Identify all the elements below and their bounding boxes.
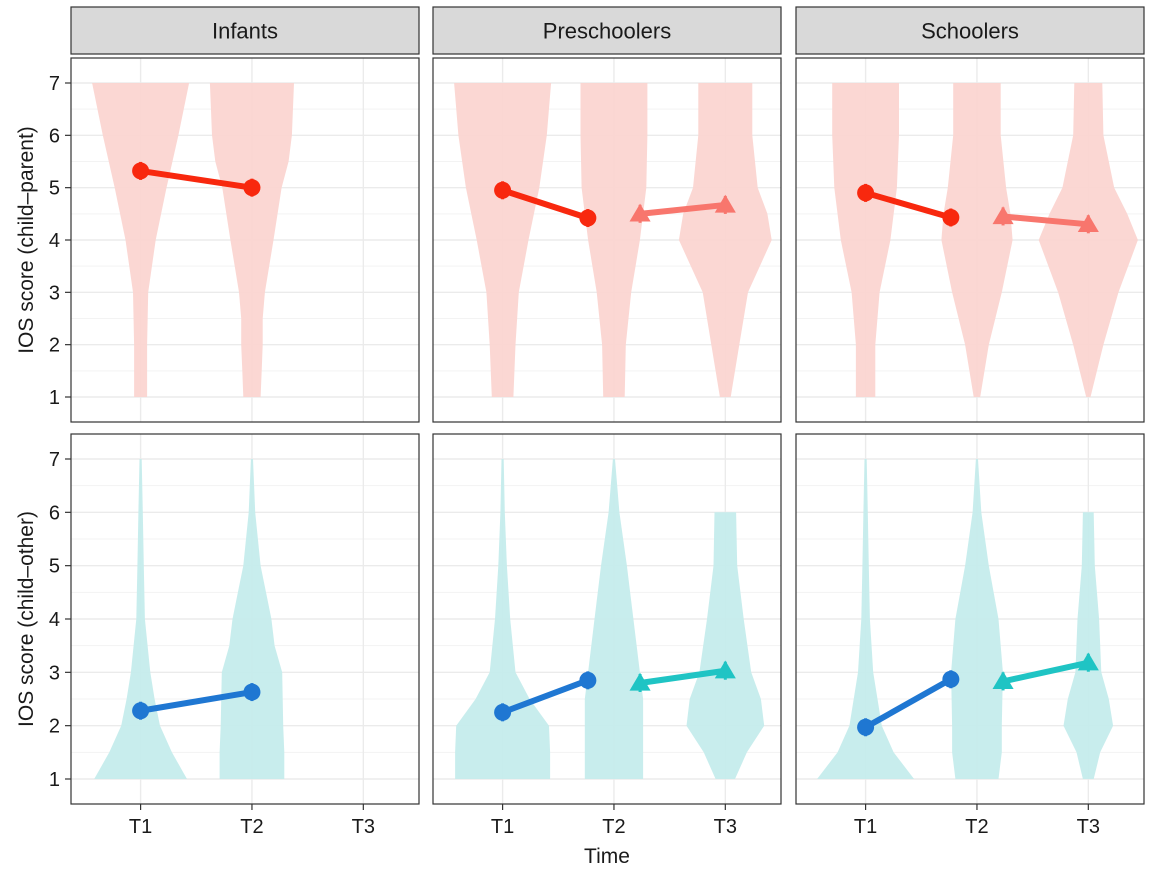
x-axis-title: Time xyxy=(584,845,630,868)
violin-parent-t2 xyxy=(941,83,1013,397)
y-tick-label: 2 xyxy=(49,335,60,357)
facet-strip xyxy=(432,6,782,55)
series-line xyxy=(1000,659,1092,685)
data-point-triangle xyxy=(1077,214,1099,232)
violins-layer xyxy=(92,83,1138,779)
series-line xyxy=(137,167,255,191)
series-line xyxy=(862,189,954,221)
data-point-circle xyxy=(494,181,512,199)
data-point-triangle xyxy=(714,660,736,679)
panel-frames: Infants Preschoolers Schoolers xyxy=(70,6,1145,805)
x-tick-label: T2 xyxy=(602,816,625,838)
data-point-triangle xyxy=(992,671,1014,690)
violin-other-t2 xyxy=(219,459,285,779)
series-line xyxy=(862,676,954,731)
series-line xyxy=(637,667,729,686)
y-tick-label: 5 xyxy=(49,556,60,578)
series-line xyxy=(499,187,591,222)
y-tick-label: 4 xyxy=(49,609,60,631)
y-tick-label: 6 xyxy=(49,125,60,147)
y-tick-label: 7 xyxy=(49,449,60,471)
panel-frame xyxy=(432,433,782,805)
data-point-circle xyxy=(132,702,150,720)
panel-frame xyxy=(795,57,1145,423)
facet-strip-label: Preschoolers xyxy=(543,19,671,44)
axes-layer: 1 2 3 4 5 6 7 IOS score (child–parent) 1 2 3 4 5 6 7 IO… xyxy=(15,73,1100,838)
x-tick-label: T1 xyxy=(854,816,877,838)
facet-strip-label: Schoolers xyxy=(921,19,1019,44)
x-tick-label: T3 xyxy=(714,816,737,838)
violin-other-t3 xyxy=(686,512,765,779)
data-point-triangle xyxy=(1077,652,1099,671)
violin-other-t1 xyxy=(455,459,551,779)
x-tick-label: T3 xyxy=(352,816,375,838)
data-point-circle xyxy=(942,670,960,688)
series-line xyxy=(499,677,591,716)
panel-frame xyxy=(432,57,782,423)
data-point-triangle xyxy=(629,203,651,222)
violin-other-t1 xyxy=(94,459,187,779)
series-line xyxy=(1000,213,1092,228)
data-point-circle xyxy=(579,671,597,689)
series-line xyxy=(137,689,255,714)
data-point-circle xyxy=(243,179,261,197)
y-tick-label: 7 xyxy=(49,73,60,95)
data-point-circle xyxy=(579,209,597,227)
x-tick-label: T3 xyxy=(1077,816,1100,838)
data-point-circle xyxy=(243,683,261,701)
y-tick-label: 5 xyxy=(49,178,60,200)
data-point-circle xyxy=(494,703,512,721)
facet-strip-label: Infants xyxy=(212,19,278,44)
data-point-circle xyxy=(942,208,960,226)
violin-parent-t2 xyxy=(580,83,648,397)
facet-strip xyxy=(70,6,420,55)
series-layer xyxy=(132,161,1099,737)
y-tick-label: 2 xyxy=(49,716,60,738)
series-line xyxy=(637,201,729,217)
data-point-circle xyxy=(857,718,875,736)
violin-parent-t2 xyxy=(209,83,294,397)
x-tick-label: T1 xyxy=(129,816,152,838)
violin-parent-t1 xyxy=(454,83,552,397)
violin-other-t3 xyxy=(1063,512,1114,779)
data-point-triangle xyxy=(992,206,1014,225)
y-tick-label: 3 xyxy=(49,282,60,304)
violin-parent-t3 xyxy=(678,83,772,397)
y-tick-label: 1 xyxy=(49,769,60,791)
violin-other-t2 xyxy=(584,459,644,779)
y-axis-title: IOS score (child–parent) xyxy=(15,126,38,354)
y-tick-label: 1 xyxy=(49,387,60,409)
y-tick-label: 3 xyxy=(49,662,60,684)
facet-strip xyxy=(795,6,1145,55)
data-point-triangle xyxy=(714,194,736,213)
data-point-triangle xyxy=(629,672,651,691)
y-tick-label: 6 xyxy=(49,502,60,524)
violin-parent-t1 xyxy=(832,83,899,397)
violin-parent-t3 xyxy=(1038,83,1138,397)
violin-parent-t1 xyxy=(92,83,190,397)
data-point-circle xyxy=(857,184,875,202)
panel-frame xyxy=(795,433,1145,805)
y-tick-label: 4 xyxy=(49,230,60,252)
data-point-circle xyxy=(132,162,150,180)
x-tick-label: T2 xyxy=(240,816,263,838)
violin-other-t1 xyxy=(817,459,915,779)
y-axis-title: IOS score (child–other) xyxy=(15,511,38,727)
x-tick-label: T2 xyxy=(965,816,988,838)
violin-other-t2 xyxy=(951,459,1003,779)
x-tick-label: T1 xyxy=(491,816,514,838)
